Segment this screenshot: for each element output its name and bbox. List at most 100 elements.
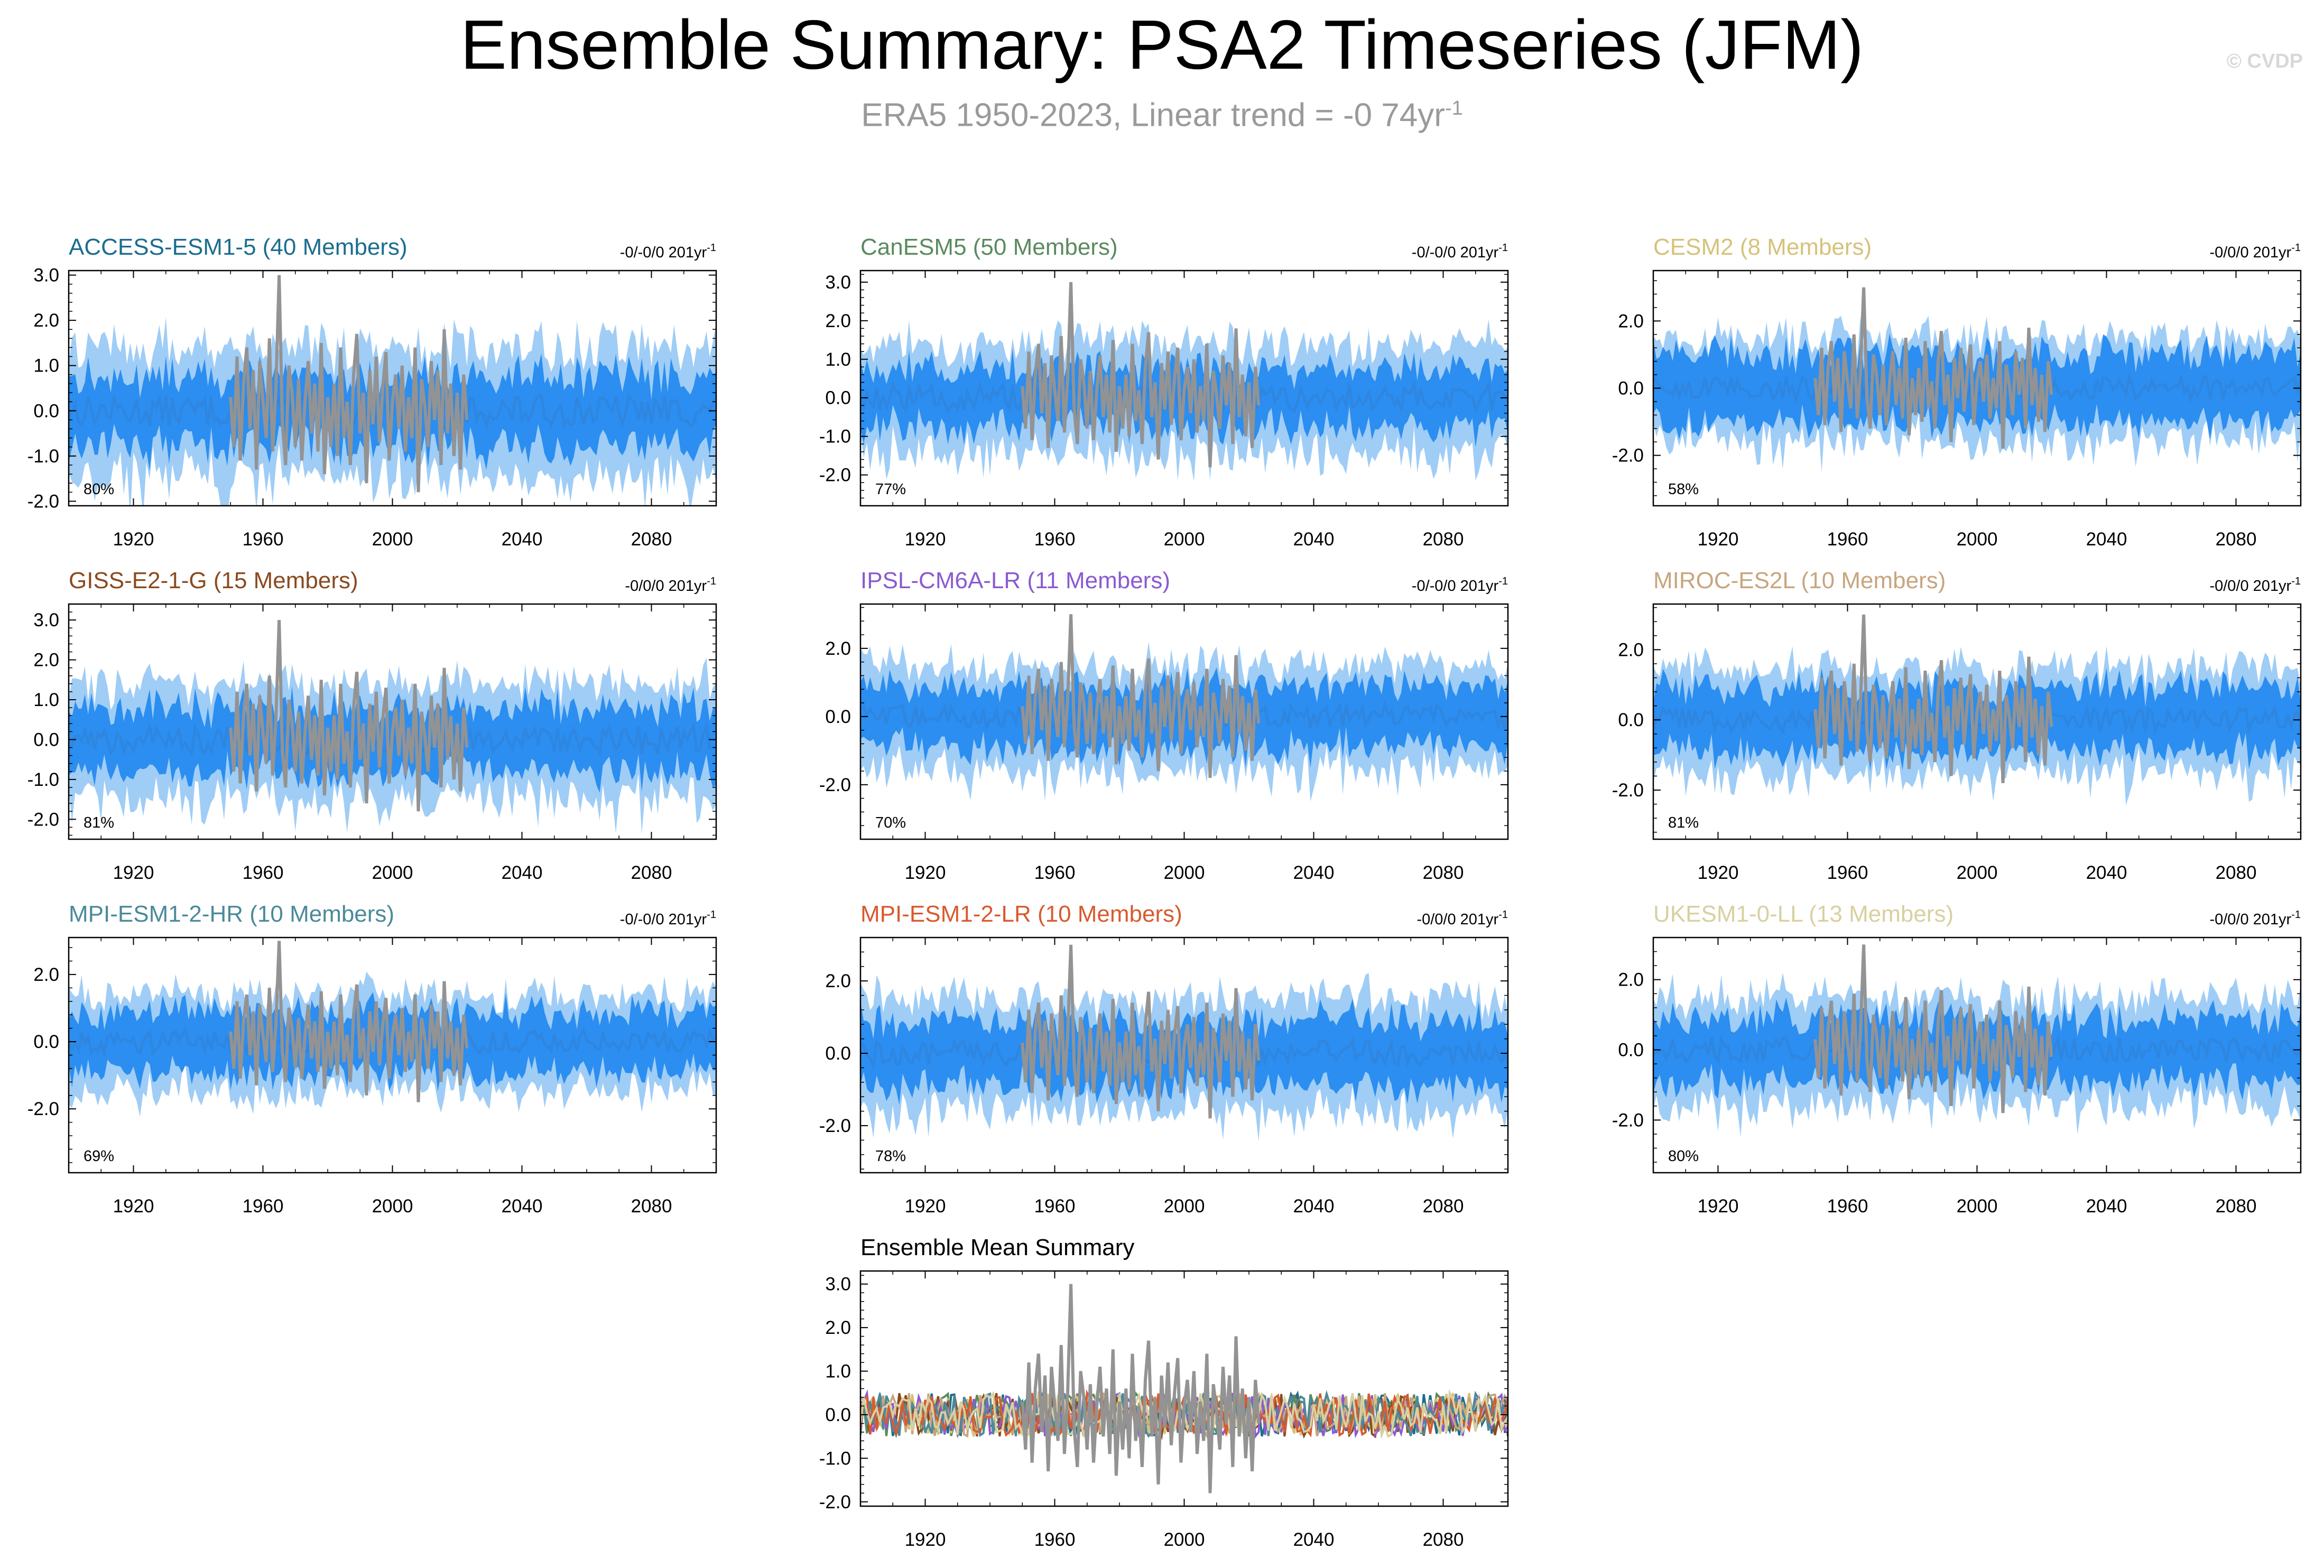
x-tick-label: 2080 <box>2216 529 2257 550</box>
y-tick-label: -1.0 <box>27 446 59 467</box>
x-tick-label: 2040 <box>1293 1529 1335 1550</box>
panel-title: ACCESS-ESM1-5 (40 Members) <box>69 234 408 260</box>
x-tick-label: 2000 <box>372 1196 413 1217</box>
panel-giss-e2-1-g: GISS-E2-1-G (15 Members) -0/0/0 201yr-1 -2… <box>27 568 717 883</box>
y-tick-label: 2.0 <box>825 311 851 331</box>
trend-label: -0/-0/0 201yr-1 <box>620 242 716 261</box>
y-tick-label: -2.0 <box>27 491 59 512</box>
plot-area <box>860 944 1508 1142</box>
plot-area <box>1653 287 2301 472</box>
trend-superscript: -1 <box>2291 909 2301 921</box>
x-tick-label: 2040 <box>502 862 543 883</box>
x-tick-label: 2000 <box>1957 529 1998 550</box>
y-tick-label: 3.0 <box>825 1274 851 1295</box>
watermark: © CVDP <box>2226 50 2303 72</box>
percent-label: 80% <box>84 481 114 498</box>
panel-title: IPSL-CM6A-LR (11 Members) <box>860 568 1170 593</box>
x-tick-label: 2080 <box>1423 862 1464 883</box>
y-tick-label: 0.0 <box>825 388 851 409</box>
percent-label: 69% <box>84 1148 114 1165</box>
x-tick-label: 1960 <box>1034 862 1076 883</box>
percent-label: 77% <box>875 481 906 498</box>
x-tick-label: 1960 <box>1034 1529 1076 1550</box>
x-tick-label: 1920 <box>113 529 154 550</box>
y-tick-label: 0.0 <box>33 1032 59 1052</box>
panel-mpi-esm1-2-hr: MPI-ESM1-2-HR (10 Members) -0/-0/0 201yr-… <box>27 901 717 1217</box>
trend-superscript: -1 <box>1498 909 1508 921</box>
plot-frame <box>859 1270 1509 1507</box>
x-tick-label: 1920 <box>113 862 154 883</box>
y-tick-label: 0.0 <box>1618 378 1644 399</box>
panel-ensemble-mean-summary: Ensemble Mean Summary -2.0 -1.0 0.0 1.0 2.0 3.… <box>819 1235 1509 1550</box>
trend-label: -0/-0/0 201yr-1 <box>1412 576 1508 595</box>
y-tick-label: 2.0 <box>825 971 851 991</box>
trend-label: -0/0/0 201yr-1 <box>625 576 716 595</box>
x-tick-label: 2080 <box>2216 862 2257 883</box>
observations-line <box>1021 614 1261 778</box>
panel-cesm2: CESM2 (8 Members) -0/0/0 201yr-1 -2.0 0.0 2.… <box>1612 234 2302 550</box>
panel-ukesm1-0-ll: UKESM1-0-LL (13 Members) -0/0/0 201yr-1 -2… <box>1612 901 2302 1217</box>
y-tick-label: 1.0 <box>33 356 59 376</box>
observations-line <box>229 620 469 812</box>
x-tick-label: 2080 <box>1423 1196 1464 1217</box>
x-tick-label: 2000 <box>372 862 413 883</box>
trend-label: -0/-0/0 201yr-1 <box>620 909 716 928</box>
plot-area <box>1653 614 2301 805</box>
panel-title: UKESM1-0-LL (13 Members) <box>1653 901 1953 927</box>
percent-label: 70% <box>875 814 906 831</box>
y-tick-label: 0.0 <box>1618 1040 1644 1061</box>
observations-line <box>1813 944 2053 1114</box>
y-tick-label: 2.0 <box>33 964 59 985</box>
x-tick-label: 1960 <box>243 1196 284 1217</box>
x-tick-label: 1960 <box>1827 529 1868 550</box>
panel-ipsl-cm6a-lr: IPSL-CM6A-LR (11 Members) -0/-0/0 201yr-1… <box>819 568 1509 883</box>
y-tick-label: 2.0 <box>33 310 59 331</box>
trend-text: -0/-0/0 201yr <box>620 244 707 261</box>
trend-superscript: -1 <box>707 909 716 921</box>
x-tick-label: 2040 <box>2086 862 2127 883</box>
panel-canesm5: CanESM5 (50 Members) -0/-0/0 201yr-1 -2.0 -… <box>819 234 1509 550</box>
trend-label: -0/0/0 201yr-1 <box>1416 909 1508 928</box>
plot-area <box>69 620 716 834</box>
x-tick-label: 2040 <box>2086 1196 2127 1217</box>
trend-label: -0/0/0 201yr-1 <box>2209 909 2301 928</box>
observations-line <box>1813 287 2053 449</box>
observations-line <box>229 275 469 493</box>
x-tick-label: 2040 <box>1293 1196 1335 1217</box>
x-tick-label: 2080 <box>631 1196 672 1217</box>
y-tick-label: 0.0 <box>33 729 59 750</box>
y-tick-label: 0.0 <box>825 1043 851 1064</box>
y-tick-label: -2.0 <box>819 775 851 795</box>
y-tick-label: 3.0 <box>825 272 851 293</box>
x-tick-label: 2000 <box>1957 1196 1998 1217</box>
x-tick-label: 1920 <box>905 1529 946 1550</box>
y-tick-label: 1.0 <box>33 690 59 710</box>
plot-area <box>860 1284 1508 1493</box>
percent-label: 81% <box>1668 814 1699 831</box>
trend-label: -0/-0/0 201yr-1 <box>1412 242 1508 261</box>
trend-superscript: -1 <box>707 576 716 587</box>
percent-label: 78% <box>875 1148 906 1165</box>
y-tick-label: 2.0 <box>33 650 59 671</box>
x-tick-label: 2000 <box>1957 862 1998 883</box>
observations-line <box>229 941 469 1102</box>
trend-superscript: -1 <box>1498 242 1508 254</box>
percent-label: 58% <box>1668 481 1699 498</box>
panel-title: Ensemble Mean Summary <box>860 1235 1134 1260</box>
y-tick-label: 1.0 <box>825 1361 851 1382</box>
y-tick-label: 0.0 <box>825 1405 851 1425</box>
x-tick-label: 2080 <box>2216 1196 2257 1217</box>
x-tick-label: 2040 <box>1293 529 1335 550</box>
observations-line <box>1021 1284 1261 1493</box>
x-tick-label: 2040 <box>1293 862 1335 883</box>
y-tick-label: 0.0 <box>825 707 851 727</box>
x-tick-label: 2080 <box>1423 529 1464 550</box>
x-tick-label: 2000 <box>1164 862 1205 883</box>
y-tick-label: 2.0 <box>1618 970 1644 990</box>
observations-line <box>1021 944 1261 1119</box>
x-tick-label: 1960 <box>1034 529 1076 550</box>
y-tick-label: 2.0 <box>825 1318 851 1338</box>
panel-title: GISS-E2-1-G (15 Members) <box>69 568 358 593</box>
panel-title: MPI-ESM1-2-HR (10 Members) <box>69 901 394 927</box>
y-tick-label: -2.0 <box>27 1099 59 1119</box>
